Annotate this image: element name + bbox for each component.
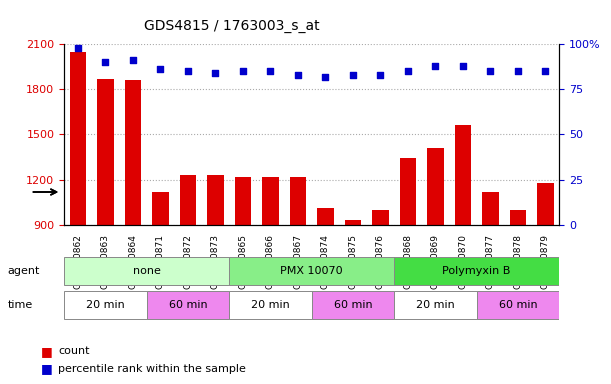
Point	[266, 68, 276, 74]
FancyBboxPatch shape	[477, 291, 559, 319]
Bar	[180, 175, 196, 360]
Bar	[262, 177, 279, 360]
Text: 20 min: 20 min	[416, 300, 455, 310]
Bar	[427, 148, 444, 360]
Bar	[97, 79, 114, 360]
Text: 20 min: 20 min	[86, 300, 125, 310]
Bar	[537, 182, 554, 360]
Text: none: none	[133, 266, 161, 276]
Bar	[235, 177, 251, 360]
FancyBboxPatch shape	[147, 291, 229, 319]
Text: PMX 10070: PMX 10070	[280, 266, 343, 276]
Text: 60 min: 60 min	[169, 300, 207, 310]
Point	[486, 68, 496, 74]
Bar	[372, 210, 389, 360]
Point	[458, 63, 468, 69]
Bar	[345, 220, 361, 360]
Bar	[152, 192, 169, 360]
Bar	[400, 159, 416, 360]
Text: 20 min: 20 min	[251, 300, 290, 310]
Point	[128, 57, 138, 63]
FancyBboxPatch shape	[64, 257, 229, 285]
Point	[238, 68, 248, 74]
Point	[73, 45, 83, 51]
FancyBboxPatch shape	[394, 257, 559, 285]
Bar	[510, 210, 526, 360]
Text: count: count	[58, 346, 90, 356]
Bar	[207, 175, 224, 360]
Text: Polymyxin B: Polymyxin B	[442, 266, 511, 276]
Bar	[70, 52, 86, 360]
Point	[513, 68, 523, 74]
FancyBboxPatch shape	[229, 291, 312, 319]
Text: percentile rank within the sample: percentile rank within the sample	[58, 364, 246, 374]
Bar	[455, 125, 471, 360]
Text: agent: agent	[7, 266, 40, 276]
FancyBboxPatch shape	[64, 291, 147, 319]
Point	[100, 59, 111, 65]
Text: ■: ■	[40, 345, 53, 358]
Point	[321, 74, 331, 80]
Text: ■: ■	[40, 362, 53, 375]
Bar	[125, 80, 141, 360]
Point	[156, 66, 166, 73]
FancyBboxPatch shape	[312, 291, 394, 319]
Bar	[317, 208, 334, 360]
Point	[403, 68, 413, 74]
Text: GDS4815 / 1763003_s_at: GDS4815 / 1763003_s_at	[144, 19, 320, 33]
Text: 60 min: 60 min	[334, 300, 372, 310]
Point	[210, 70, 221, 76]
Point	[348, 72, 358, 78]
FancyBboxPatch shape	[229, 257, 394, 285]
Point	[183, 68, 193, 74]
Text: 60 min: 60 min	[499, 300, 537, 310]
Bar	[482, 192, 499, 360]
Point	[541, 68, 551, 74]
FancyBboxPatch shape	[394, 291, 477, 319]
Text: time: time	[7, 300, 32, 310]
Point	[431, 63, 441, 69]
Bar	[290, 177, 306, 360]
Point	[376, 72, 386, 78]
Point	[293, 72, 303, 78]
